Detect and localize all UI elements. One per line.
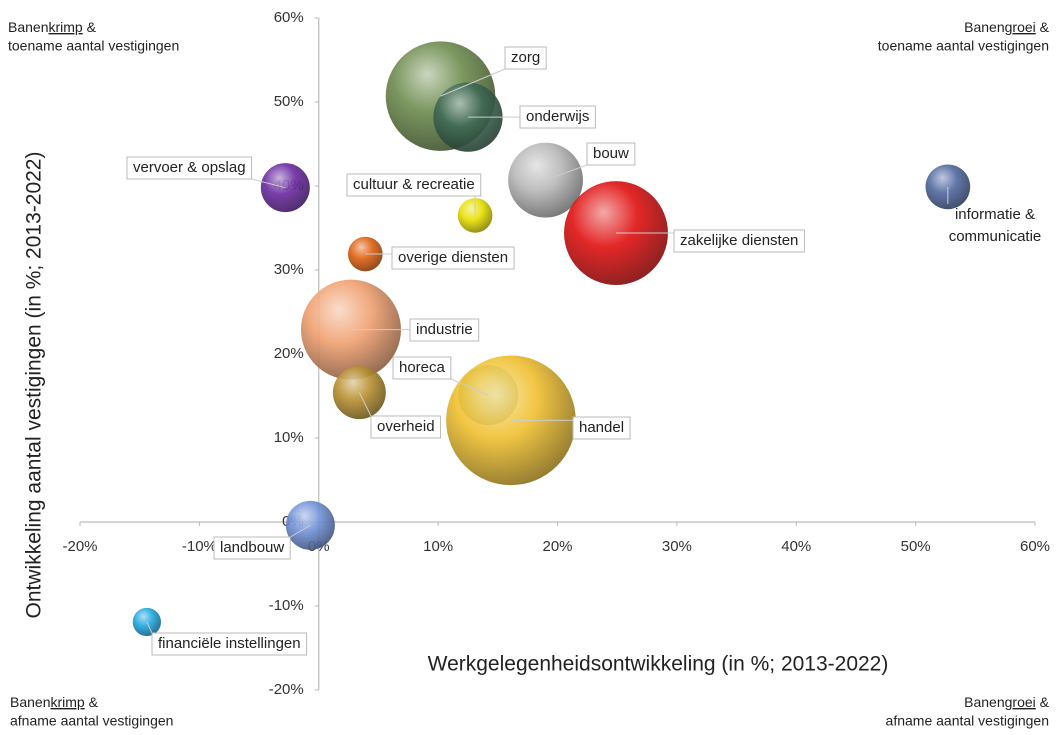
bubble-label: handel [510, 416, 631, 440]
leader-line [450, 378, 489, 396]
quadrant-label-part: & [1036, 694, 1050, 710]
bubble-label: zakelijke diensten [615, 229, 805, 253]
labels: zorg onderwijs bouw zakelijke diensten infor… [126, 46, 1042, 656]
bubble-label: landbouw [213, 524, 311, 560]
leader-line [146, 621, 153, 634]
label-box [673, 229, 805, 253]
quadrant-label-line2: toename aantal vestigingen [8, 38, 179, 54]
bubble-label: informatie & communicatie [947, 186, 1042, 245]
quadrant-label: Banenkrimp & [8, 19, 97, 35]
quadrant-label-part: Banen [8, 19, 48, 35]
x-tick-label: 20% [542, 538, 572, 555]
label-box [213, 536, 291, 560]
leader-line [545, 164, 588, 181]
category-label: vervoer & opslag [133, 159, 246, 176]
quadrant-label: Banenkrimp & [10, 694, 99, 710]
leader-line [440, 68, 506, 97]
quadrant-label-line2: toename aantal vestigingen [878, 38, 1049, 54]
leader-line [358, 392, 372, 417]
bubble-label: industrie [350, 318, 480, 342]
y-axis-title: Ontwikkeling aantal vestigingen (in %; 2… [23, 152, 46, 619]
x-tick-label: 50% [901, 538, 931, 555]
quadrant-label-part: Banen [10, 694, 50, 710]
x-tick-label: 40% [781, 538, 811, 555]
category-label: zakelijke diensten [680, 232, 798, 249]
category-label: financiële instellingen [158, 635, 301, 652]
y-tick-label: 30% [274, 261, 304, 278]
quadrant-label-line2: afname aantal vestigingen [10, 713, 173, 729]
bubble-label: zorg [440, 46, 547, 97]
x-tick-label: -20% [62, 538, 97, 555]
label-box [572, 416, 631, 440]
bubble-label: bouw [545, 142, 636, 181]
y-tick-label: 50% [274, 93, 304, 110]
quadrant-label-part: krimp [48, 19, 82, 35]
label-box [586, 142, 636, 166]
bubble-label: overheid [358, 392, 442, 439]
label-box [391, 246, 515, 270]
leader-line [251, 178, 286, 189]
x-tick-label: 60% [1020, 538, 1050, 555]
quadrant-label: Banengroei & [964, 694, 1050, 710]
bubble-label: onderwijs [467, 105, 596, 129]
y-tick-label: -20% [269, 681, 304, 698]
category-label: overheid [377, 418, 435, 435]
x-axis-title: Werkgelegenheidsontwikkeling (in %; 2013… [428, 653, 889, 676]
x-tick-label: 10% [423, 538, 453, 555]
category-label: handel [579, 419, 624, 436]
quadrant-label-part: Banen [964, 19, 1004, 35]
category-label: landbouw [220, 539, 284, 556]
label-box [346, 173, 482, 197]
quadrant-label-part: & [83, 19, 97, 35]
label-box [126, 156, 253, 180]
category-label: onderwijs [526, 108, 589, 125]
category-label: cultuur & recreatie [353, 176, 475, 193]
leader-line [289, 524, 311, 538]
x-tick-label: 30% [662, 538, 692, 555]
quadrant-label-part: groei [1005, 19, 1036, 35]
y-tick-label: 10% [274, 429, 304, 446]
bubble-label: horeca [392, 356, 489, 396]
label-box [409, 318, 480, 342]
category-label: bouw [593, 145, 629, 162]
quadrant-label-part: krimp [50, 694, 84, 710]
category-label: informatie & communicatie [949, 206, 1042, 245]
quadrant-label-part: groei [1005, 694, 1036, 710]
bubble-label: cultuur & recreatie [346, 173, 482, 216]
bubble-label: overige diensten [365, 246, 515, 270]
category-label: overige diensten [398, 249, 508, 266]
category-label: horeca [399, 359, 446, 376]
category-label: zorg [511, 49, 540, 66]
category-label: industrie [416, 321, 473, 338]
y-tick-label: -10% [269, 597, 304, 614]
label-box [392, 356, 452, 380]
x-tick-label: -10% [182, 538, 217, 555]
quadrant-label: Banengroei & [964, 19, 1050, 35]
y-tick-label: 20% [274, 345, 304, 362]
bubble-label: financiële instellingen [146, 621, 308, 656]
label-box [504, 46, 547, 70]
y-tick-label: 60% [274, 9, 304, 26]
quadrant-label-part: & [1036, 19, 1050, 35]
bubble-label: vervoer & opslag [126, 156, 286, 189]
label-box [370, 415, 442, 439]
label-box [151, 632, 308, 656]
quadrant-label-part: & [85, 694, 99, 710]
label-box [519, 105, 596, 129]
quadrant-label-line2: afname aantal vestigingen [886, 713, 1049, 729]
quadrant-label-part: Banen [964, 694, 1004, 710]
